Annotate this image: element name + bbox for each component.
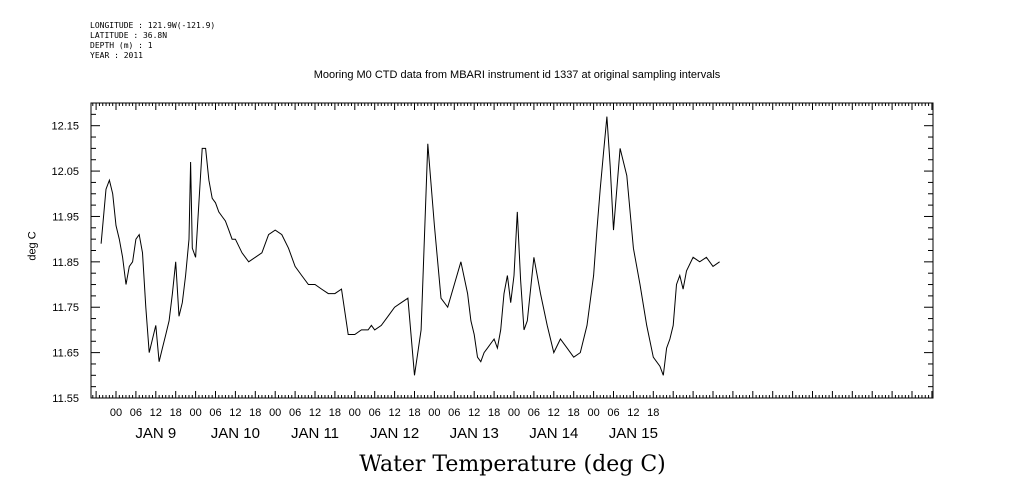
- x-hour-label: 00: [508, 407, 520, 419]
- y-tick-label: 11.75: [52, 302, 79, 314]
- chart-title: Mooring M0 CTD data from MBARI instrumen…: [313, 69, 721, 81]
- x-hour-label: 00: [587, 407, 599, 419]
- x-hour-label: 06: [369, 407, 381, 419]
- x-hour-label: 00: [110, 407, 122, 419]
- x-hour-label: 18: [408, 407, 420, 419]
- x-hour-label: 18: [488, 407, 500, 419]
- x-hour-label: 06: [289, 407, 301, 419]
- metadata-block: LONGITUDE : 121.9W(-121.9) LATITUDE : 36…: [90, 21, 215, 61]
- x-hour-label: 06: [528, 407, 540, 419]
- x-hour-label: 06: [448, 407, 460, 419]
- x-hour-label: 12: [468, 407, 480, 419]
- x-hour-label: 00: [189, 407, 201, 419]
- x-day-label: JAN 14: [529, 425, 578, 442]
- x-day-label: JAN 9: [135, 425, 176, 442]
- y-tick-label: 11.95: [52, 211, 79, 223]
- y-tick-label: 12.05: [51, 166, 79, 178]
- x-day-label: JAN 11: [291, 425, 339, 442]
- x-hour-label: 06: [607, 407, 619, 419]
- x-hour-label: 12: [309, 407, 321, 419]
- x-axis-label: Water Temperature (deg C): [359, 452, 666, 477]
- latitude-text: LATITUDE : 36.8N: [90, 31, 168, 40]
- x-day-label: JAN 13: [450, 425, 499, 442]
- year-text: YEAR : 2011: [90, 51, 143, 60]
- x-hour-label: 00: [349, 407, 361, 419]
- x-hour-label: 12: [627, 407, 639, 419]
- depth-text: DEPTH (m) : 1: [90, 41, 153, 50]
- longitude-text: LONGITUDE : 121.9W(-121.9): [90, 21, 216, 30]
- x-hour-label: 06: [209, 407, 221, 419]
- x-hour-label: 00: [428, 407, 440, 419]
- x-hour-label: 18: [329, 407, 341, 419]
- x-hour-label: 18: [249, 407, 261, 419]
- x-hour-label: 00: [269, 407, 281, 419]
- x-day-label: JAN 12: [370, 425, 419, 442]
- y-tick-label: 11.65: [52, 348, 79, 360]
- y-tick-label: 11.55: [52, 393, 79, 405]
- y-tick-label: 11.85: [52, 257, 79, 269]
- x-hour-label: 06: [130, 407, 142, 419]
- y-tick-label: 12.15: [51, 121, 79, 133]
- x-hour-label: 12: [229, 407, 241, 419]
- temperature-line: [100, 116, 720, 376]
- x-hour-label: 18: [647, 407, 659, 419]
- x-hour-label: 12: [150, 407, 162, 419]
- x-day-label: JAN 15: [609, 425, 658, 442]
- x-hour-label: 18: [568, 407, 580, 419]
- x-hour-label: 12: [388, 407, 400, 419]
- plot-frame: [90, 102, 934, 399]
- x-hour-label: 18: [170, 407, 182, 419]
- y-axis-label: deg C: [26, 231, 39, 261]
- x-day-label: JAN 10: [211, 425, 260, 442]
- x-hour-label: 12: [548, 407, 560, 419]
